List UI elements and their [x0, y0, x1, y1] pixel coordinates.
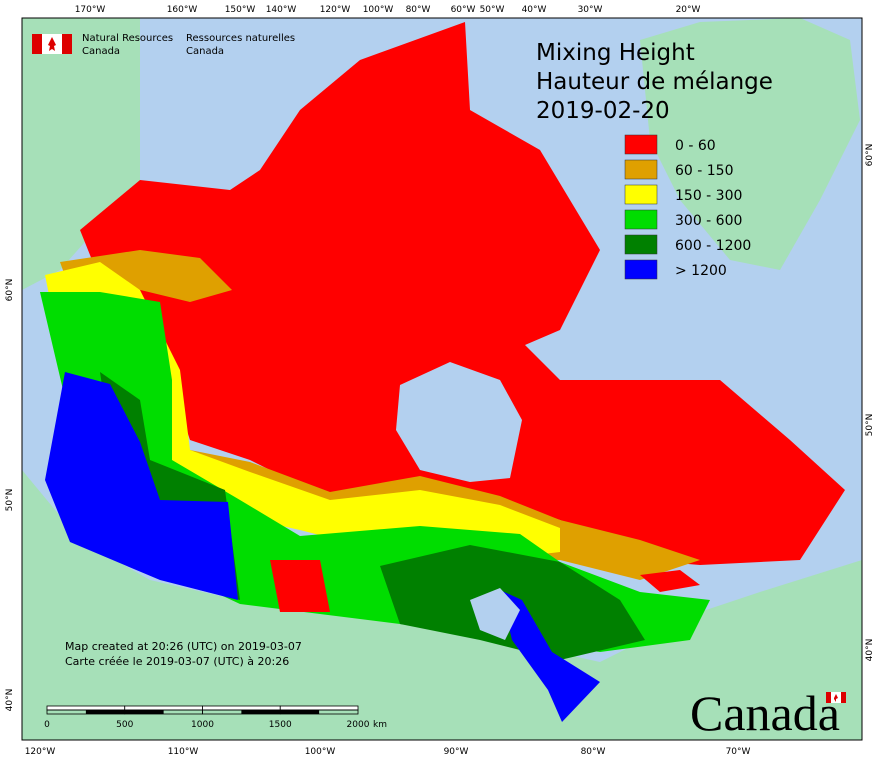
legend-label: 0 - 60	[675, 138, 716, 154]
zone	[500, 590, 600, 722]
longitude-label: 30°W	[578, 5, 603, 15]
longitude-label: 160°W	[167, 5, 198, 15]
legend-label: > 1200	[675, 263, 727, 279]
scale-segment	[124, 705, 203, 711]
scale-segment	[280, 710, 320, 714]
credit: Map created at 20:26 (UTC) on 2019-03-07	[65, 640, 302, 653]
longitude-label: 40°W	[522, 5, 547, 15]
longitude-label: 120°W	[320, 5, 351, 15]
legend-label: 60 - 150	[675, 163, 734, 179]
agency-en: Canada	[82, 46, 120, 57]
zone	[60, 250, 232, 302]
longitude-label: 20°W	[676, 5, 701, 15]
credit: Carte créée le 2019-03-07 (UTC) à 20:26	[65, 655, 289, 668]
legend-swatch	[624, 209, 658, 230]
scale-segment	[46, 705, 126, 711]
latitude-label: 60°N	[5, 279, 15, 302]
scale-segment	[241, 710, 281, 714]
longitude-label: 140°W	[266, 5, 297, 15]
title: Mixing Height	[536, 40, 695, 66]
latitude-label: 60°N	[865, 144, 875, 167]
scale-label: 1500	[269, 720, 292, 730]
maple-leaf	[48, 37, 56, 51]
scale-unit: km	[373, 720, 387, 730]
longitude-label: 100°W	[305, 747, 336, 757]
scale-label: 1000	[191, 720, 214, 730]
scale-label: 500	[116, 720, 133, 730]
mixing-height-zones	[40, 22, 845, 722]
zone	[80, 22, 845, 565]
legend-label: 150 - 300	[675, 188, 742, 204]
longitude-label: 80°W	[406, 5, 431, 15]
longitude-label: 120°W	[25, 747, 56, 757]
greenland	[640, 18, 860, 270]
zone	[270, 560, 330, 612]
legend-swatch	[624, 134, 658, 155]
scale-segment	[85, 710, 125, 714]
alaska	[22, 18, 140, 290]
great-lakes	[470, 588, 520, 640]
land	[22, 18, 862, 740]
wordmark-leaf	[834, 694, 838, 702]
legend-swatch	[624, 184, 658, 205]
scale-label: 0	[44, 720, 50, 730]
scale-segment	[279, 705, 359, 711]
legend-swatch	[624, 159, 658, 180]
map-border	[21, 17, 863, 741]
hudson-bay	[396, 362, 522, 482]
scale-bar: 0 500 1000 1500 2000 km	[44, 705, 387, 730]
title: Hauteur de mélange	[536, 69, 773, 95]
wordmark: Canada	[690, 685, 840, 741]
latitude-label: 40°N	[5, 689, 15, 712]
scale-segment	[279, 709, 359, 715]
legend-label: 300 - 600	[675, 213, 742, 229]
scale-segment	[202, 705, 281, 711]
longitude-label: 100°W	[363, 5, 394, 15]
longitude-label: 80°W	[581, 747, 606, 757]
title-date: 2019-02-20	[536, 98, 670, 124]
longitude-label: 90°W	[444, 747, 469, 757]
zone	[640, 570, 700, 592]
latitude-label: 50°N	[5, 489, 15, 512]
legend-swatch	[624, 259, 658, 280]
scale-label: 2000	[347, 720, 370, 730]
agency-fr: Ressources naturelles	[186, 33, 295, 44]
longitude-label: 70°W	[726, 747, 751, 757]
scale-segment	[124, 710, 164, 714]
legend-label: 600 - 1200	[675, 238, 751, 254]
legend-swatch	[624, 234, 658, 255]
united-states	[22, 470, 862, 740]
longitude-label: 50°W	[480, 5, 505, 15]
latitude-label: 50°N	[865, 414, 875, 437]
longitude-label: 110°W	[168, 747, 199, 757]
latitude-label: 40°N	[865, 639, 875, 662]
agency-fr: Canada	[186, 46, 224, 57]
agency-en: Natural Resources	[82, 33, 173, 44]
zone	[45, 372, 238, 600]
longitude-label: 150°W	[225, 5, 256, 15]
longitude-label: 170°W	[75, 5, 106, 15]
longitude-label: 60°W	[451, 5, 476, 15]
